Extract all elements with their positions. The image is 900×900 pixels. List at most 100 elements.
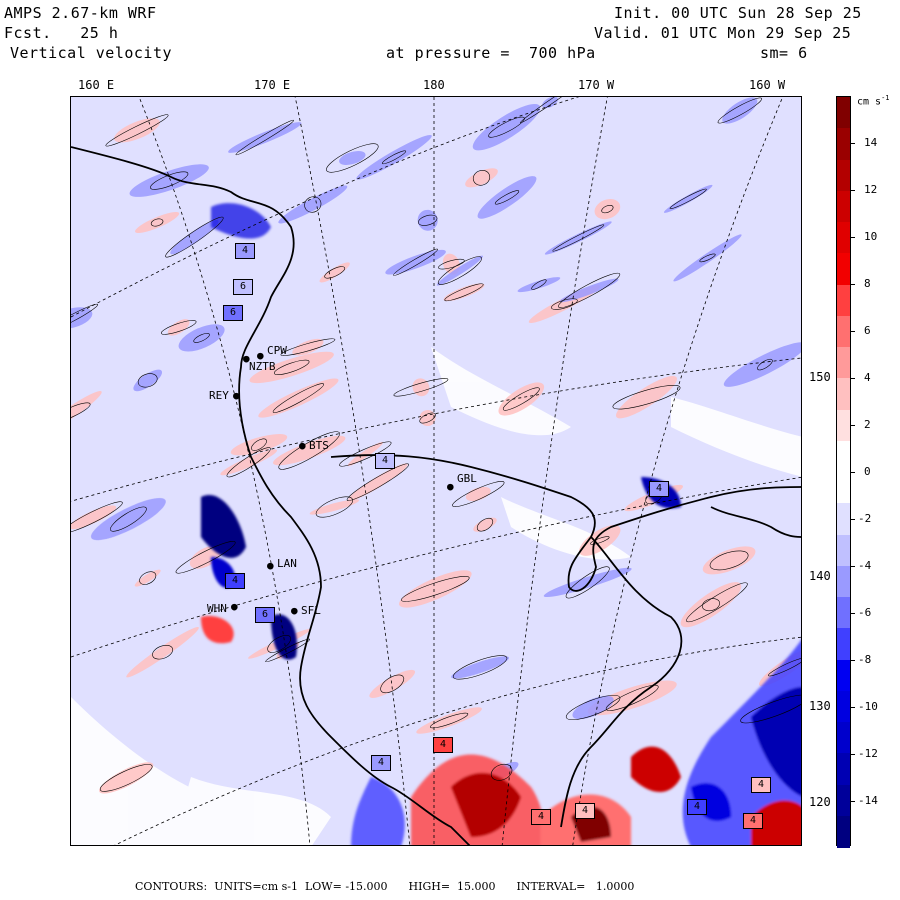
- velocity-streak: [517, 277, 561, 293]
- init-time: Init. 00 UTC Sun 28 Sep 25: [614, 4, 862, 22]
- colorbar-segment: [837, 315, 850, 348]
- colorbar-units: cm s-1: [857, 94, 890, 107]
- velocity-streak: [230, 434, 288, 456]
- colorbar-tick: [851, 425, 855, 426]
- colorbar-segment: [837, 284, 850, 317]
- contour-line: [193, 333, 210, 343]
- contour-line: [273, 359, 310, 375]
- contour-line: [558, 272, 621, 308]
- colorbar-tick: [851, 190, 855, 191]
- colorbar-tick-label: 4: [864, 371, 871, 384]
- contour-line: [139, 571, 157, 585]
- velocity-streak: [228, 122, 302, 153]
- model-title: AMPS 2.67-km WRF: [4, 4, 157, 22]
- contour-info: CONTOURS: UNITS=cm s-1 LOW= -15.000 HIGH…: [135, 880, 635, 893]
- weak-downward-streaks: [71, 97, 801, 783]
- colorbar-tick: [851, 237, 855, 238]
- contour-line: [267, 635, 292, 653]
- value-box: 4: [575, 803, 595, 819]
- contour-line: [476, 517, 494, 532]
- contour-line: [339, 441, 392, 467]
- contour-line: [401, 576, 470, 602]
- station-marker: ●: [299, 439, 306, 452]
- velocity-streak: [451, 656, 510, 679]
- contour-line: [490, 763, 513, 781]
- colorbar-segment: [837, 628, 850, 660]
- station-label-nztb: NZTB: [249, 360, 276, 373]
- velocity-streak: [473, 517, 497, 532]
- colorbar-tick: [851, 378, 855, 379]
- colorbar-segment: [837, 472, 850, 504]
- contour-line: [272, 383, 325, 413]
- lon-label-180: 180: [423, 78, 445, 92]
- velocity-streak: [680, 582, 742, 628]
- velocity-streak: [498, 382, 545, 416]
- velocity-streak: [292, 338, 324, 356]
- velocity-streak: [465, 168, 498, 188]
- contour-line: [429, 712, 469, 729]
- station-marker: ●: [243, 352, 250, 365]
- contour-line: [393, 248, 439, 276]
- contour-line: [590, 536, 610, 545]
- contour-line: [152, 644, 174, 660]
- contour-line: [488, 116, 525, 138]
- station-label-bts: BTS: [309, 439, 329, 452]
- velocity-streak: [412, 378, 430, 397]
- velocity-streak: [369, 669, 416, 698]
- colorbar-tick-label: 2: [864, 418, 871, 431]
- velocity-streak: [114, 118, 160, 143]
- velocity-streak: [129, 164, 209, 197]
- colorbar-tick: [851, 801, 855, 802]
- contour-lines: [71, 97, 801, 792]
- colorbar-segment: [837, 97, 850, 129]
- contour-line: [278, 431, 340, 470]
- contour-line: [381, 150, 407, 165]
- velocity-streak: [542, 97, 558, 109]
- velocity-streak: [273, 435, 346, 466]
- colorbar-tick-label: -14: [858, 794, 878, 807]
- velocity-streak: [167, 319, 190, 336]
- colorbar-tick-label: -4: [858, 559, 872, 572]
- contour-line: [418, 214, 438, 226]
- colorbar-segment: [837, 565, 850, 598]
- velocity-streak: [594, 199, 621, 220]
- velocity-streak: [587, 680, 677, 716]
- colorbar-segment: [837, 534, 850, 567]
- velocity-streak: [135, 211, 180, 234]
- contour-line: [71, 303, 99, 333]
- contour-line: [304, 196, 322, 213]
- colorbar-tick-label: 8: [864, 277, 871, 290]
- velocity-streak: [443, 283, 485, 302]
- contour-line: [437, 256, 482, 285]
- map-canvas: [71, 97, 801, 845]
- velocity-streak: [71, 390, 102, 434]
- contour-line: [757, 358, 773, 371]
- contour-line: [740, 694, 801, 724]
- velocity-streak: [465, 486, 491, 502]
- colorbar-tick-label: 10: [864, 230, 878, 243]
- colorbar-segment: [837, 722, 850, 754]
- contour-line: [502, 387, 540, 411]
- station-label-lan: LAN: [277, 557, 297, 570]
- velocity-streak: [249, 351, 334, 384]
- contour-line: [612, 385, 681, 410]
- contour-line: [438, 258, 465, 270]
- contour-line: [235, 119, 294, 156]
- contour-line: [472, 170, 491, 186]
- colorbar-tick-label: 14: [864, 136, 878, 149]
- colorbar-segment: [837, 347, 850, 379]
- velocity-streak: [71, 307, 93, 329]
- station-marker: ●: [233, 389, 240, 402]
- colorbar-tick-label: -6: [858, 606, 872, 619]
- contour-line: [601, 205, 614, 214]
- contour-line: [709, 550, 749, 571]
- colorbar-tick-label: -2: [858, 512, 872, 525]
- value-box: 6: [255, 607, 275, 623]
- colorbar-segment: [837, 815, 850, 848]
- value-box: 6: [223, 305, 243, 321]
- contour-line: [444, 283, 484, 302]
- lon-label-170w: 170 W: [578, 78, 615, 92]
- colorbar-tick: [851, 284, 855, 285]
- forecast-hour: Fcst. 25 h: [4, 24, 119, 42]
- colorbar-tick: [851, 472, 855, 473]
